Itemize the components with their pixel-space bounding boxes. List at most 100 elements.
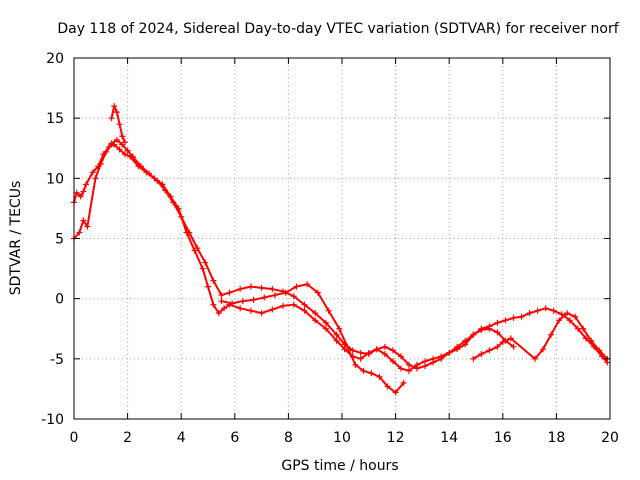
y-tick-label: 0 bbox=[55, 292, 64, 308]
data-point bbox=[389, 347, 396, 354]
data-point bbox=[229, 300, 236, 307]
data-point bbox=[210, 301, 217, 308]
data-point bbox=[250, 296, 257, 303]
data-point bbox=[89, 169, 96, 176]
data-point bbox=[92, 175, 99, 182]
y-tick-label: 15 bbox=[46, 111, 64, 127]
x-tick-label: 14 bbox=[440, 430, 458, 446]
data-point bbox=[564, 310, 571, 317]
data-point bbox=[121, 139, 128, 146]
grid-layer bbox=[74, 58, 610, 419]
data-point bbox=[400, 379, 407, 386]
data-point bbox=[596, 347, 603, 354]
data-point bbox=[108, 115, 115, 122]
data-point bbox=[218, 298, 225, 305]
data-point bbox=[215, 310, 222, 317]
data-point bbox=[572, 313, 579, 320]
x-tick-label: 16 bbox=[494, 430, 512, 446]
data-point bbox=[446, 349, 453, 356]
data-point bbox=[108, 140, 115, 147]
data-point bbox=[357, 355, 364, 362]
data-point bbox=[301, 301, 308, 308]
data-point bbox=[199, 265, 206, 272]
x-tick-label: 20 bbox=[601, 430, 619, 446]
data-point bbox=[478, 351, 485, 358]
data-point bbox=[261, 294, 268, 301]
data-point bbox=[301, 307, 308, 314]
data-point bbox=[333, 337, 340, 344]
data-point bbox=[422, 363, 429, 370]
data-point bbox=[357, 349, 364, 356]
data-point bbox=[542, 305, 549, 312]
data-point bbox=[170, 199, 177, 206]
y-tick-label: 10 bbox=[46, 171, 64, 187]
x-tick-label: 8 bbox=[284, 430, 293, 446]
data-point bbox=[210, 277, 217, 284]
data-point bbox=[194, 245, 201, 252]
data-point bbox=[438, 355, 445, 362]
data-point bbox=[113, 136, 120, 143]
data-point bbox=[462, 341, 469, 348]
data-point bbox=[116, 146, 123, 153]
series-line bbox=[221, 283, 405, 394]
data-point bbox=[507, 335, 514, 342]
data-point bbox=[111, 103, 118, 110]
data-point bbox=[221, 305, 228, 312]
data-point bbox=[381, 343, 388, 350]
data-point bbox=[280, 302, 287, 309]
series-line bbox=[73, 138, 515, 370]
data-point bbox=[344, 343, 351, 350]
data-point bbox=[226, 289, 233, 296]
data-point bbox=[384, 383, 391, 390]
data-point bbox=[304, 281, 311, 288]
data-point bbox=[558, 311, 565, 318]
data-point bbox=[582, 335, 589, 342]
data-point bbox=[247, 307, 254, 314]
data-point bbox=[376, 373, 383, 380]
data-point bbox=[365, 351, 372, 358]
series-layer bbox=[71, 103, 611, 396]
data-point bbox=[272, 292, 278, 299]
data-point bbox=[269, 306, 276, 313]
data-point bbox=[205, 283, 211, 290]
data-point bbox=[430, 359, 437, 366]
data-point bbox=[124, 147, 131, 154]
y-tick-label: -5 bbox=[50, 352, 64, 368]
data-point bbox=[518, 313, 525, 320]
x-tick-label: 2 bbox=[123, 430, 132, 446]
data-point bbox=[566, 317, 573, 324]
data-point bbox=[574, 325, 581, 332]
x-tick-label: 12 bbox=[387, 430, 405, 446]
data-point bbox=[540, 346, 546, 353]
data-point bbox=[282, 289, 289, 296]
data-point bbox=[389, 358, 396, 365]
data-point bbox=[510, 343, 517, 350]
data-point bbox=[80, 217, 87, 224]
data-point bbox=[486, 325, 493, 332]
y-axis-label: SDTVAR / TECUs bbox=[8, 181, 24, 296]
data-point bbox=[80, 188, 87, 195]
data-point bbox=[470, 331, 477, 338]
data-point bbox=[293, 283, 300, 290]
data-point bbox=[352, 361, 359, 368]
data-point bbox=[588, 337, 595, 344]
data-point bbox=[290, 293, 297, 300]
data-point bbox=[397, 365, 404, 372]
data-point bbox=[325, 307, 332, 314]
data-point bbox=[290, 301, 297, 308]
data-point bbox=[119, 133, 126, 140]
data-point bbox=[129, 153, 136, 160]
data-point bbox=[381, 351, 388, 358]
data-point bbox=[162, 187, 169, 194]
data-point bbox=[494, 329, 501, 336]
y-tick-label: -10 bbox=[41, 412, 64, 428]
data-point bbox=[470, 355, 477, 362]
data-point bbox=[83, 181, 90, 188]
data-point bbox=[178, 213, 185, 220]
x-axis-label: GPS time / hours bbox=[281, 458, 398, 474]
data-point bbox=[146, 170, 153, 177]
x-tick-label: 18 bbox=[547, 430, 565, 446]
data-point bbox=[397, 353, 404, 360]
data-point bbox=[269, 286, 276, 293]
data-point bbox=[322, 325, 329, 332]
